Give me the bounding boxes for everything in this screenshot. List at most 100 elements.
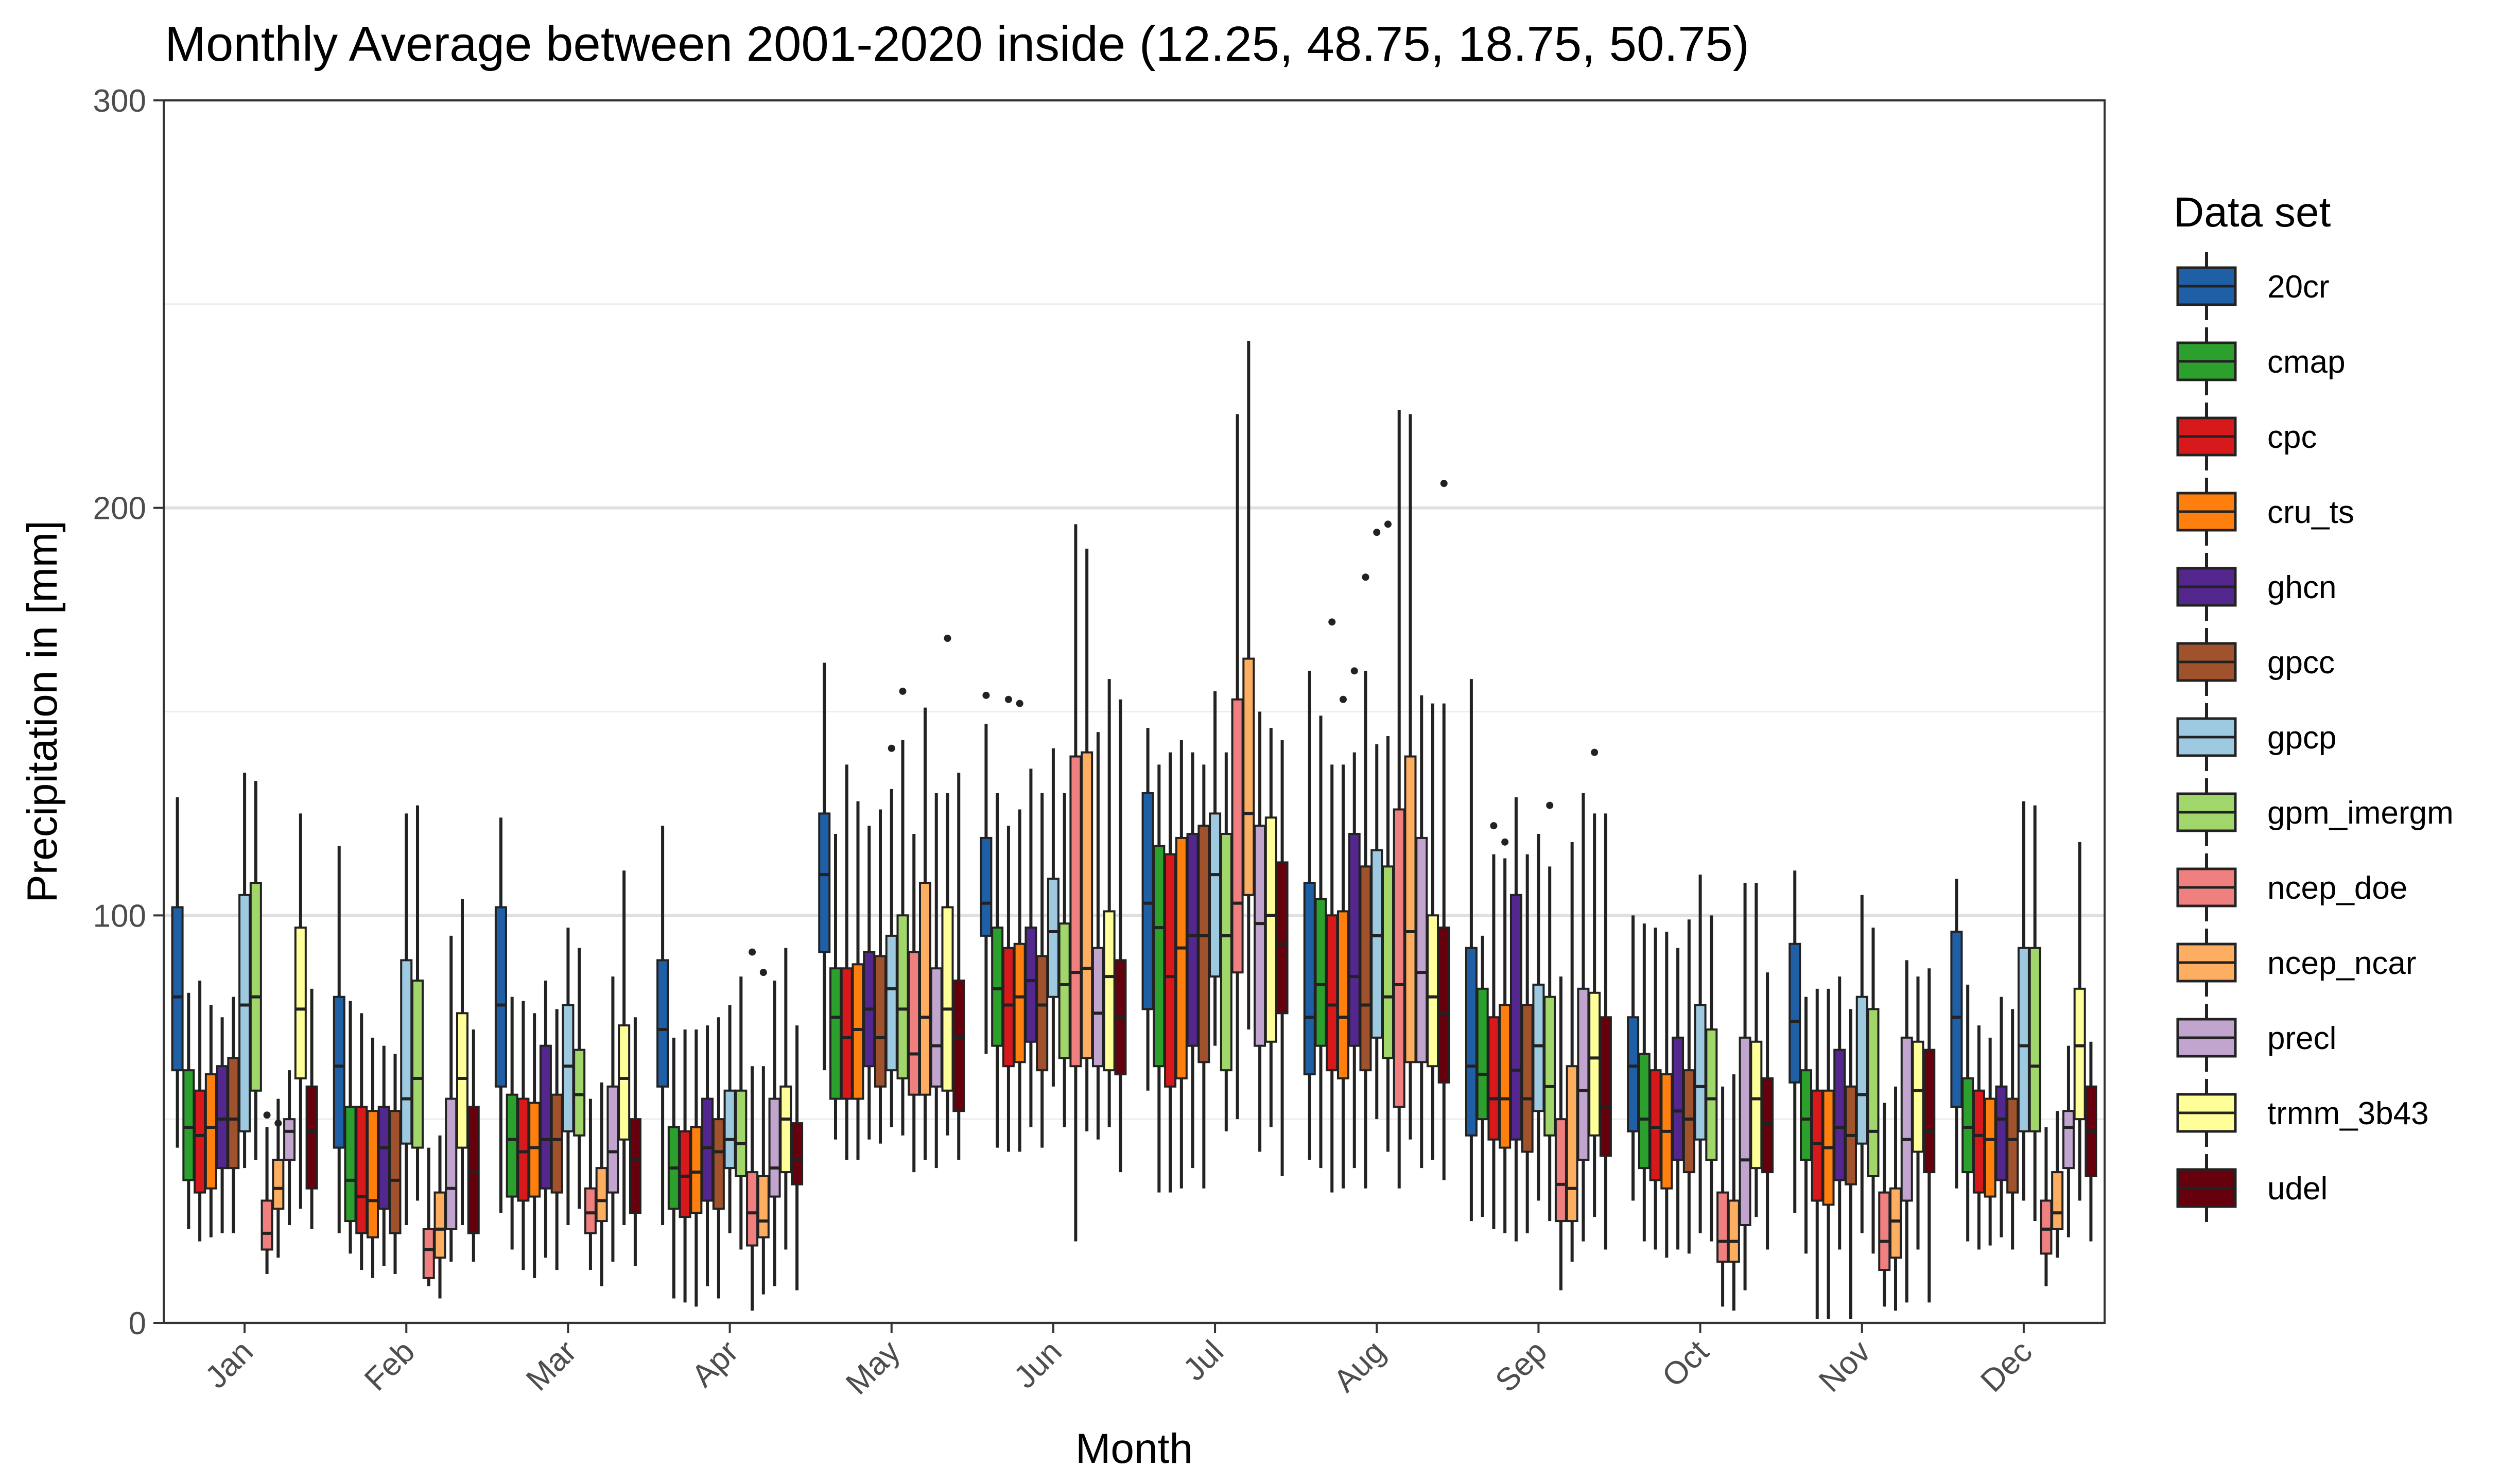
legend-label: gpcc bbox=[2267, 645, 2335, 680]
box-iqr bbox=[1465, 947, 1478, 1137]
box-20cr bbox=[1788, 870, 1801, 1213]
y-tick-label: 100 bbox=[93, 898, 146, 934]
legend-item-gpcp: gpcp bbox=[2176, 703, 2336, 771]
box-iqr bbox=[400, 959, 413, 1145]
month-group bbox=[333, 805, 480, 1299]
box-iqr bbox=[1599, 1016, 1612, 1157]
box-20cr bbox=[494, 817, 507, 1213]
box-iqr bbox=[1036, 955, 1049, 1072]
box-cmap bbox=[1961, 984, 1974, 1242]
box-iqr bbox=[1370, 849, 1383, 1039]
box-20cr bbox=[1950, 879, 1963, 1189]
box-cmap bbox=[829, 834, 842, 1140]
box-trmm_3b43 bbox=[294, 813, 307, 1209]
box-iqr bbox=[1348, 833, 1361, 1047]
box-iqr bbox=[1984, 1097, 1996, 1198]
box-iqr bbox=[1426, 914, 1439, 1068]
box-iqr bbox=[874, 955, 887, 1088]
box-gpcp bbox=[238, 773, 251, 1168]
box-udel bbox=[1276, 740, 1289, 1176]
box-iqr bbox=[1276, 861, 1289, 1015]
legend-label: ncep_doe bbox=[2267, 870, 2407, 906]
box-gpcc bbox=[389, 1054, 402, 1274]
box-udel bbox=[1923, 968, 1936, 1303]
box-iqr bbox=[1175, 836, 1188, 1079]
x-axis-title: Month bbox=[1075, 1425, 1193, 1472]
legend-item-ghcn: ghcn bbox=[2176, 553, 2336, 621]
box-iqr bbox=[757, 1175, 770, 1238]
box-cpc bbox=[1326, 618, 1339, 1193]
box-iqr bbox=[1209, 812, 1222, 978]
box-gpcp bbox=[1370, 529, 1383, 1120]
chart-title: Monthly Average between 2001-2020 inside… bbox=[165, 16, 1749, 72]
outlier-point bbox=[1501, 838, 1509, 846]
box-ncep_ncar bbox=[272, 1098, 285, 1258]
box-iqr bbox=[1381, 865, 1395, 1059]
box-cru_ts bbox=[852, 801, 864, 1160]
box-iqr bbox=[1716, 1191, 1729, 1263]
box-iqr bbox=[1437, 927, 1450, 1084]
box-iqr bbox=[768, 1097, 781, 1198]
box-iqr bbox=[1682, 1069, 1695, 1174]
y-axis-title: Precipitation in [mm] bbox=[19, 520, 66, 903]
legend-item-ncep_doe: ncep_doe bbox=[2176, 853, 2407, 921]
box-iqr bbox=[1153, 845, 1166, 1068]
box-iqr bbox=[1577, 987, 1590, 1161]
box-gpcc bbox=[1521, 854, 1534, 1233]
box-trmm_3b43 bbox=[1912, 976, 1924, 1250]
box-ncep_ncar bbox=[918, 707, 932, 1160]
outlier-point bbox=[1350, 667, 1358, 675]
box-gpm_imergm bbox=[2028, 805, 2041, 1221]
box-ghcn bbox=[539, 981, 552, 1258]
box-cru_ts bbox=[204, 1005, 217, 1237]
box-ncep_ncar bbox=[1242, 341, 1255, 1029]
box-gpcp bbox=[562, 928, 575, 1225]
box-udel bbox=[305, 988, 318, 1229]
box-iqr bbox=[852, 963, 864, 1100]
box-gpcc bbox=[1844, 1009, 1857, 1319]
box-20cr bbox=[1465, 679, 1478, 1221]
box-iqr bbox=[1013, 942, 1026, 1063]
legend-label: ghcn bbox=[2267, 570, 2336, 605]
box-iqr bbox=[930, 967, 943, 1088]
box-iqr bbox=[1961, 1077, 1974, 1174]
box-20cr bbox=[1303, 671, 1316, 1160]
box-gpcc bbox=[874, 809, 887, 1144]
box-iqr bbox=[829, 967, 842, 1100]
box-iqr bbox=[1303, 882, 1316, 1076]
box-iqr bbox=[506, 1093, 518, 1198]
y-tick-label: 300 bbox=[93, 83, 146, 119]
box-udel bbox=[467, 1029, 480, 1262]
box-iqr bbox=[1220, 833, 1232, 1072]
box-gpm_imergm bbox=[1058, 793, 1071, 1127]
box-iqr bbox=[1164, 853, 1177, 1088]
box-iqr bbox=[1554, 1118, 1567, 1223]
box-gpm_imergm bbox=[411, 805, 424, 1201]
box-iqr bbox=[1509, 894, 1522, 1141]
box-iqr bbox=[1833, 1049, 1846, 1181]
box-iqr bbox=[539, 1044, 552, 1190]
box-iqr bbox=[194, 1089, 206, 1194]
month-group bbox=[980, 524, 1127, 1242]
outlier-point bbox=[1440, 480, 1448, 487]
box-iqr bbox=[550, 1093, 563, 1194]
box-iqr bbox=[701, 1097, 714, 1202]
box-iqr bbox=[182, 1069, 195, 1181]
box-udel bbox=[952, 773, 965, 1160]
legend-item-gpcc: gpcc bbox=[2176, 628, 2335, 696]
box-iqr bbox=[840, 967, 853, 1100]
box-trmm_3b43 bbox=[618, 870, 631, 1225]
legend-label: gpcp bbox=[2267, 720, 2336, 756]
box-ghcn bbox=[1348, 667, 1361, 1168]
box-iqr bbox=[467, 1106, 480, 1234]
box-iqr bbox=[204, 1073, 217, 1190]
legend-item-trmm_3b43: trmm_3b43 bbox=[2176, 1079, 2429, 1147]
outlier-point bbox=[1362, 573, 1369, 581]
box-iqr bbox=[1900, 1036, 1913, 1202]
box-udel bbox=[791, 1025, 804, 1290]
box-gpm_imergm bbox=[249, 781, 262, 1160]
box-iqr bbox=[2062, 1110, 2075, 1169]
outlier-point bbox=[1373, 529, 1381, 536]
box-iqr bbox=[1326, 914, 1339, 1072]
box-gpcc bbox=[1036, 793, 1049, 1148]
